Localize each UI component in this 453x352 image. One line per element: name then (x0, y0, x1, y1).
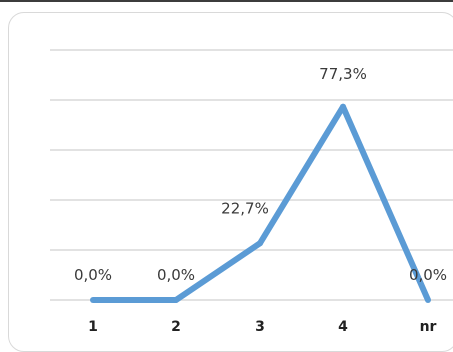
data-point-1 (90, 297, 96, 303)
data-labels: 0,0% 0,0% 22,7% 77,3% 0,0% (74, 65, 447, 284)
x-axis-tick-labels: 1 2 3 4 nr (88, 319, 436, 335)
x-tick-label-2: 2 (171, 319, 181, 335)
data-point-3 (257, 240, 263, 247)
top-border (0, 0, 453, 2)
data-point-nr (425, 297, 431, 303)
gridlines (50, 49, 453, 301)
x-tick-label-4: 4 (338, 319, 348, 335)
data-point-4 (340, 103, 346, 110)
data-point-2 (173, 297, 179, 303)
data-label-2: 0,0% (157, 266, 195, 284)
data-label-1: 0,0% (74, 266, 112, 284)
x-tick-label-1: 1 (88, 319, 98, 335)
series-layer (90, 103, 431, 303)
line-chart: 0,0% 0,0% 22,7% 77,3% 0,0% 1 2 3 4 nr (50, 49, 453, 335)
x-tick-label-3: 3 (255, 319, 265, 335)
x-tick-label-nr: nr (420, 319, 437, 335)
data-label-3: 22,7% (221, 199, 269, 217)
data-label-nr: 0,0% (409, 266, 447, 284)
data-label-4: 77,3% (319, 65, 367, 83)
